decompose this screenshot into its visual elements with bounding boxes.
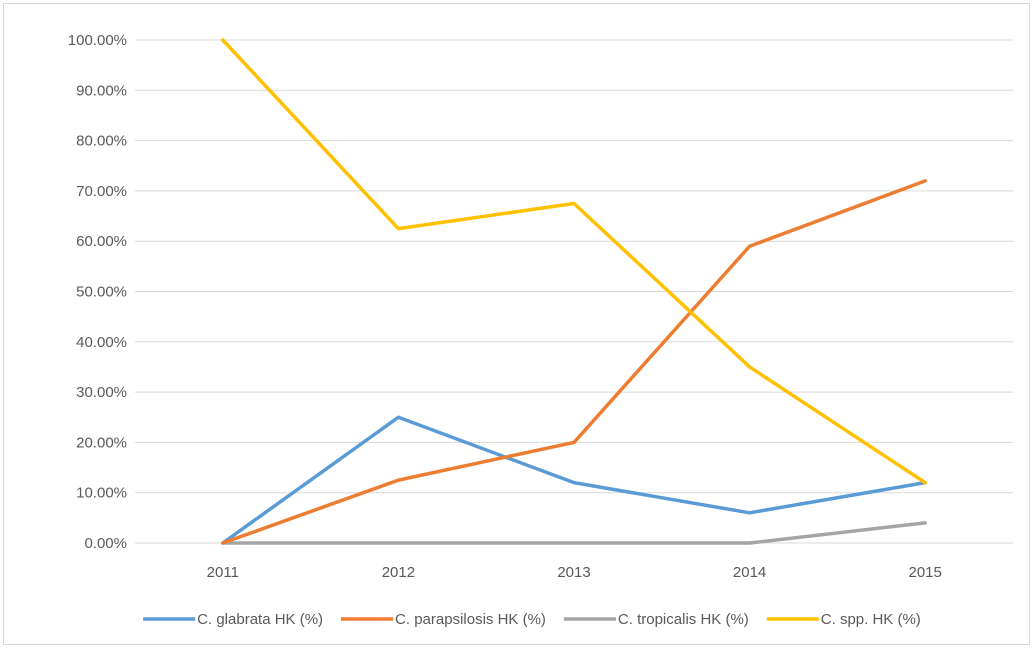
- x-axis-tick-labels: 2011 2012 2013 2014 2015: [207, 564, 942, 581]
- y-tick-label: 100.00%: [68, 32, 127, 49]
- legend-item-c-glabrata-hk: C. glabrata HK (%): [143, 611, 323, 628]
- legend-item-c-tropicalis-hk: C. tropicalis HK (%): [563, 611, 749, 628]
- y-tick-label: 0.00%: [84, 535, 127, 552]
- series-line-c-parapsilosis-hk: [221, 179, 927, 545]
- x-tick-label: 2011: [207, 564, 239, 581]
- y-tick-label: 20.00%: [76, 434, 127, 451]
- legend-item-c-spp-hk: C. spp. HK (%): [766, 611, 921, 628]
- y-axis-tick-labels: 0.00% 10.00% 20.00% 30.00% 40.00% 50.00% 60.00…: [68, 32, 127, 552]
- x-tick-label: 2014: [733, 564, 766, 581]
- legend-item-c-parapsilosis-hk: C. parapsilosis HK (%): [341, 611, 546, 628]
- series-line-c-tropicalis-hk: [221, 521, 927, 545]
- legend: C. glabrata HK (%) C. parapsilosis HK (%)…: [143, 611, 921, 628]
- y-tick-label: 40.00%: [76, 334, 127, 351]
- series-line-c-spp-hk: [221, 38, 927, 485]
- x-tick-label: 2013: [557, 564, 590, 581]
- series-lines: [221, 38, 927, 545]
- legend-label: C. glabrata HK (%): [197, 611, 323, 628]
- y-tick-label: 90.00%: [76, 82, 127, 99]
- y-tick-label: 70.00%: [76, 183, 127, 200]
- x-tick-label: 2012: [382, 564, 415, 581]
- legend-label: C. tropicalis HK (%): [618, 611, 749, 628]
- y-tick-label: 60.00%: [76, 233, 127, 250]
- chart-area: [3, 3, 1030, 645]
- y-tick-label: 10.00%: [76, 485, 127, 502]
- y-tick-label: 30.00%: [76, 384, 127, 401]
- legend-label: C. spp. HK (%): [821, 611, 921, 628]
- legend-label: C. parapsilosis HK (%): [395, 611, 546, 628]
- x-tick-label: 2015: [909, 564, 942, 581]
- y-tick-label: 50.00%: [76, 284, 127, 301]
- y-tick-label: 80.00%: [76, 133, 127, 150]
- gridlines: [135, 39, 1013, 544]
- series-line-c-glabrata-hk: [221, 415, 927, 545]
